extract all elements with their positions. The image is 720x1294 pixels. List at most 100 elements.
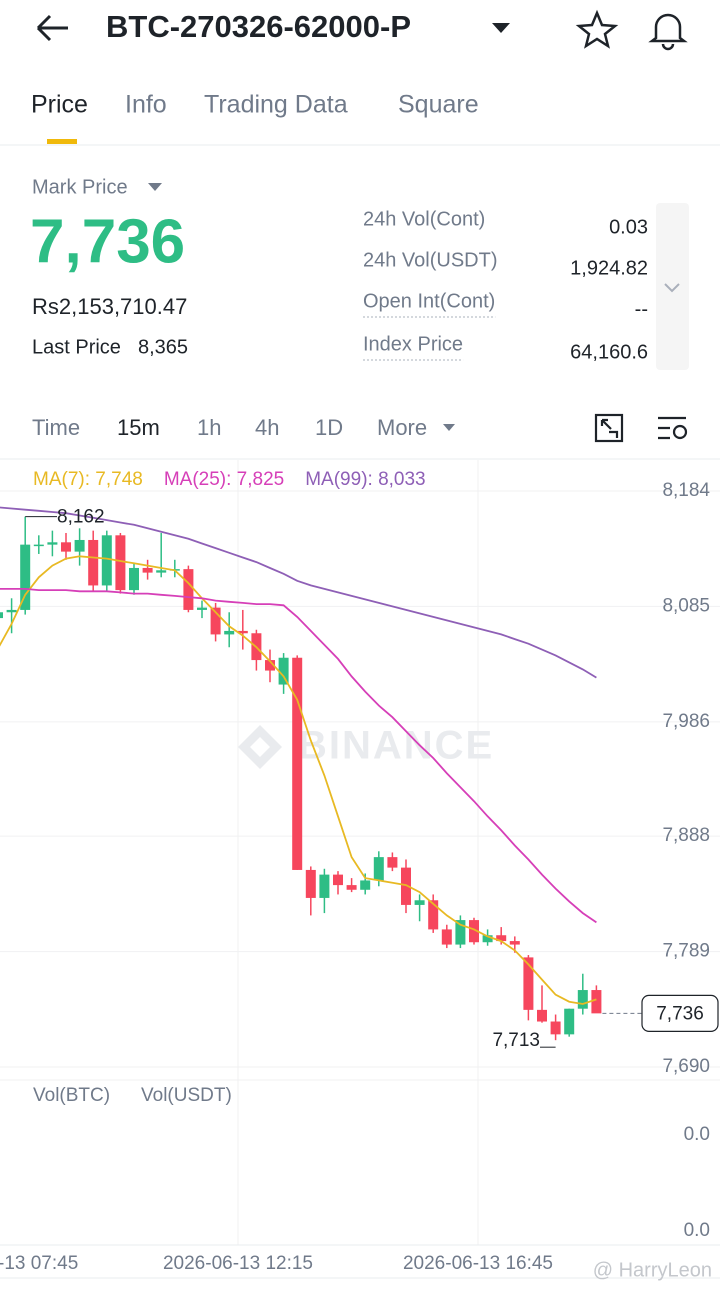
candle-body: [265, 660, 275, 671]
candle-body: [319, 874, 330, 898]
stat-value: 0.03: [609, 216, 648, 238]
mark-price: 7,736: [30, 207, 185, 276]
legend-entry: MA(99): 8,033: [305, 469, 425, 490]
notification-icon[interactable]: [648, 13, 688, 51]
tab-indicator: [47, 139, 77, 144]
ma-line: [0, 588, 597, 924]
y-tick-label: 7,888: [662, 825, 710, 846]
interval-tab[interactable]: Time: [32, 415, 80, 440]
stat-value: --: [635, 298, 648, 320]
interval-tab[interactable]: 1h: [197, 415, 221, 440]
title-dropdown[interactable]: [492, 23, 510, 33]
candle-body: [577, 990, 588, 1009]
ma-line: [0, 555, 597, 1005]
candle-body: [482, 935, 493, 943]
candle-body: [224, 630, 235, 635]
candle-body: [360, 880, 371, 890]
watermark-logo: [238, 725, 282, 769]
candle-body: [305, 869, 316, 898]
candle-body: [346, 885, 357, 890]
candle-body: [183, 569, 194, 610]
watermark: BINANCE: [298, 724, 494, 768]
stat-label: 24h Vol(USDT): [363, 249, 498, 271]
stat-value: 64,160.6: [570, 341, 648, 363]
credit: @ HarryLeon: [593, 1259, 712, 1281]
volume-label: Vol(BTC): [33, 1085, 110, 1106]
candle-body: [237, 630, 248, 634]
volume-tick-label: 0.0: [684, 1220, 710, 1241]
candle-body: [401, 867, 411, 905]
candle-body: [591, 990, 602, 1014]
legend-entry: MA(7): 7,748: [33, 469, 143, 490]
expand-icon: [664, 283, 680, 293]
dropdown-icon: [148, 183, 162, 191]
tab[interactable]: Trading Data: [204, 91, 348, 119]
max-marker-label: 8,162: [57, 507, 105, 528]
last-price: 8,365: [138, 336, 188, 358]
back-button[interactable]: [36, 14, 68, 42]
candle-body: [101, 535, 112, 586]
tab[interactable]: Info: [125, 91, 167, 119]
candle-body: [47, 542, 58, 545]
fullscreen-icon[interactable]: [594, 413, 624, 443]
candle-body: [333, 874, 343, 886]
tab[interactable]: Price: [31, 91, 88, 119]
dropdown-icon: [443, 424, 455, 431]
candle-body: [469, 920, 479, 943]
x-tick-label: 2026-06-13 12:15: [163, 1253, 313, 1274]
tab[interactable]: Square: [398, 91, 479, 119]
candle-body: [129, 567, 139, 591]
candle-body: [210, 607, 221, 635]
interval-tab[interactable]: More: [377, 415, 427, 440]
title[interactable]: BTC-270326-62000-P: [106, 9, 411, 44]
candle-body: [414, 900, 425, 905]
candle-body: [441, 929, 452, 945]
settings-icon[interactable]: [658, 416, 688, 440]
current-price-box: [641, 994, 719, 1032]
interval-tab[interactable]: 4h: [255, 415, 279, 440]
x-tick-label: 2026-06-13 16:45: [403, 1253, 553, 1274]
candle-body: [455, 920, 466, 945]
mark-price-label[interactable]: Mark Price: [32, 176, 128, 198]
stat-value: 1,924.82: [570, 257, 648, 279]
stat-label[interactable]: Index Price: [363, 333, 463, 355]
fiat-price: Rs2,153,710.47: [32, 294, 187, 319]
y-tick-label: 8,085: [662, 595, 710, 616]
y-tick-label: 7,789: [662, 941, 710, 962]
y-tick-label: 7,986: [662, 711, 710, 732]
candle-body: [523, 957, 534, 1010]
candle-body: [33, 544, 44, 547]
y-tick-label: 8,184: [662, 480, 710, 501]
candle-body: [428, 900, 439, 930]
candle-body: [564, 1008, 575, 1035]
candle-body: [74, 539, 85, 552]
candle-body: [550, 1021, 561, 1035]
candle-body: [496, 935, 507, 942]
candle-body: [292, 657, 303, 870]
candle-body: [0, 612, 3, 619]
interval-tab[interactable]: 15m: [117, 415, 160, 440]
candle-body: [88, 539, 99, 586]
last-price-label: Last Price: [32, 336, 121, 358]
candle-body: [509, 941, 520, 945]
x-tick-label: -13 07:45: [0, 1253, 78, 1274]
candle-body: [156, 570, 167, 573]
legend-entry: MA(25): 7,825: [164, 469, 284, 490]
candle-body: [373, 857, 384, 881]
volume-tick-label: 0.0: [684, 1124, 710, 1145]
candle-body: [61, 542, 71, 552]
favorite-icon[interactable]: [575, 9, 619, 49]
candle-body: [278, 657, 289, 685]
current-price-label: 7,736: [656, 1003, 704, 1024]
candle-body: [6, 609, 17, 613]
interval-tab[interactable]: 1D: [315, 415, 343, 440]
candle-body: [20, 544, 31, 610]
candle-body: [537, 1009, 547, 1022]
candle-body: [115, 535, 126, 591]
expand-panel[interactable]: [656, 203, 689, 370]
stat-label[interactable]: Open Int(Cont): [363, 290, 495, 312]
volume-label: Vol(USDT): [141, 1085, 232, 1106]
y-tick-label: 7,690: [662, 1056, 710, 1077]
candle-body: [142, 567, 153, 573]
